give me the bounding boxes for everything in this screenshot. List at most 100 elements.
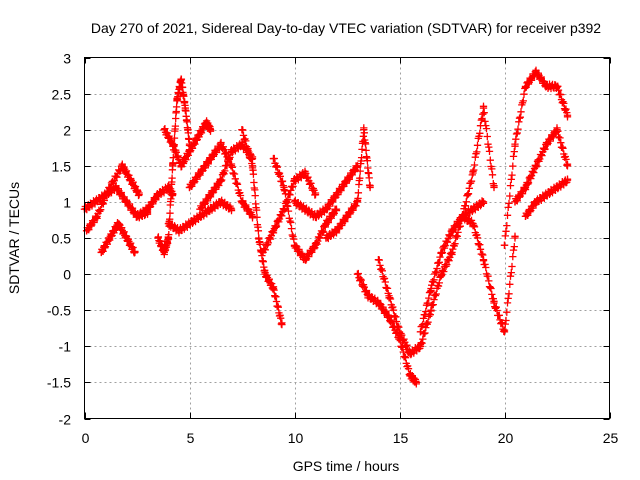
data-point: [106, 234, 114, 242]
data-point: [93, 212, 101, 220]
data-point: [248, 212, 257, 220]
data-point: [490, 299, 498, 307]
data-point: [160, 126, 168, 134]
data-point: [238, 198, 246, 206]
series-sat-track-2: [82, 160, 143, 235]
data-point: [479, 256, 488, 264]
data-point: [114, 219, 122, 228]
y-tick-label: -2: [59, 412, 72, 428]
data-point: [458, 212, 467, 220]
data-point: [160, 248, 168, 257]
data-point: [385, 292, 393, 300]
data-point: [563, 111, 572, 119]
data-point: [169, 140, 177, 148]
data-point: [532, 198, 540, 206]
data-point: [164, 183, 173, 192]
data-point: [374, 299, 383, 307]
x-tick-label: 5: [187, 430, 195, 446]
data-point: [206, 126, 215, 134]
data-point: [437, 248, 446, 257]
data-point: [542, 82, 551, 91]
y-tick-label: 1.5: [52, 159, 72, 175]
data-layer: [80, 66, 572, 388]
data-point: [366, 183, 374, 192]
data-point: [479, 104, 488, 112]
data-point: [202, 118, 210, 127]
data-point: [563, 176, 572, 184]
data-point: [154, 234, 162, 242]
data-point: [322, 219, 330, 228]
series-sat-track-12: [269, 154, 341, 264]
y-tick-label: 0.5: [52, 231, 72, 247]
y-tick-label: 3: [63, 51, 71, 67]
data-point: [217, 176, 225, 184]
series-sat-track-7: [164, 196, 236, 237]
data-point: [227, 205, 236, 213]
data-point: [280, 205, 288, 213]
data-point: [278, 320, 286, 329]
y-tick-label: 1: [63, 195, 71, 211]
data-point: [301, 205, 309, 213]
data-point: [532, 162, 540, 170]
data-point: [416, 328, 425, 336]
data-point: [332, 191, 341, 199]
data-point: [553, 126, 561, 134]
data-point: [511, 198, 519, 206]
data-point: [238, 126, 246, 134]
data-point: [177, 75, 185, 83]
data-point: [301, 169, 309, 177]
data-point: [194, 133, 202, 141]
data-point: [406, 371, 414, 379]
data-point: [290, 176, 299, 184]
series-sat-track-22: [521, 175, 572, 220]
data-point: [206, 154, 215, 163]
data-point: [521, 82, 530, 91]
data-point: [427, 306, 435, 314]
data-point: [97, 248, 105, 257]
series-sat-track-3: [97, 218, 139, 257]
y-tick-label: -1.5: [47, 375, 71, 391]
data-point: [553, 183, 561, 192]
data-point: [311, 191, 320, 199]
y-tick-label: 2.5: [52, 87, 72, 103]
data-point: [106, 183, 114, 192]
data-point: [206, 205, 215, 213]
data-point: [217, 198, 225, 206]
data-point: [122, 198, 131, 206]
data-point: [437, 270, 446, 278]
data-point: [164, 219, 173, 228]
data-point: [353, 198, 362, 206]
data-point: [143, 205, 152, 213]
data-point: [290, 198, 299, 206]
series-sat-track-20: [500, 66, 572, 249]
data-point: [185, 219, 194, 228]
data-point: [290, 241, 299, 249]
data-point: [490, 183, 498, 192]
data-point: [248, 162, 257, 170]
x-tick-label: 15: [393, 430, 409, 446]
data-point: [374, 256, 383, 264]
data-point: [553, 82, 561, 91]
data-point: [131, 248, 139, 257]
x-tick-label: 25: [603, 430, 619, 446]
data-point: [469, 205, 477, 213]
data-point: [532, 68, 540, 76]
data-point: [301, 256, 309, 264]
data-point: [135, 191, 143, 199]
data-point: [206, 191, 215, 199]
data-point: [181, 104, 189, 112]
x-tick-label: 10: [288, 430, 304, 446]
series-sat-track-21: [511, 124, 572, 206]
data-point: [217, 140, 225, 148]
data-point: [469, 219, 477, 228]
series-sat-track-16: [374, 256, 446, 359]
chart-title: Day 270 of 2021, Sidereal Day-to-day VTE…: [91, 20, 601, 36]
y-tick-label: 2: [63, 123, 71, 139]
data-point: [412, 378, 420, 387]
y-tick-label: -1: [59, 339, 72, 355]
data-point: [364, 292, 372, 300]
data-point: [521, 212, 530, 220]
data-point: [563, 162, 572, 170]
data-point: [185, 147, 194, 156]
